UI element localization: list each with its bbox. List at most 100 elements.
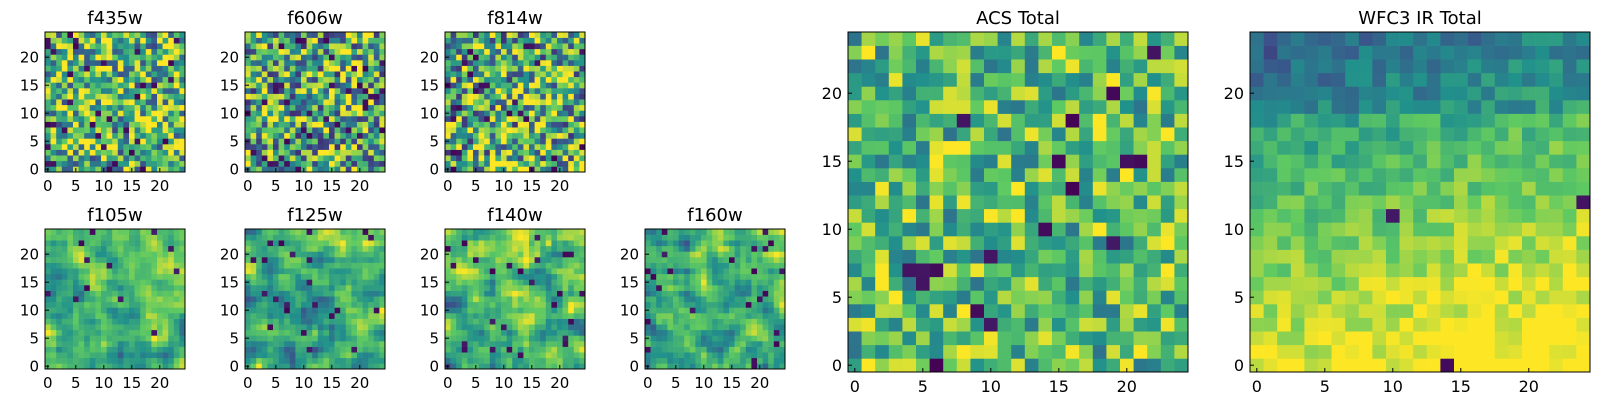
heatmap-cell [162, 273, 169, 280]
heatmap-cell [312, 99, 319, 106]
heatmap-cell [278, 138, 285, 145]
heatmap-cell [145, 234, 152, 241]
heatmap-cell [445, 290, 451, 297]
heatmap-cell [78, 352, 85, 359]
heatmap-cell [329, 262, 335, 269]
heatmap-cell [751, 335, 758, 342]
heatmap-cell [329, 346, 335, 353]
heatmap-cell [997, 195, 1012, 210]
heatmap-cell [478, 341, 485, 347]
heatmap-cell [461, 93, 468, 100]
heatmap-cell [540, 82, 547, 89]
heatmap-cell [768, 273, 775, 280]
heatmap-cell [734, 273, 741, 280]
heatmap-cell [661, 335, 668, 342]
heatmap-cell [540, 257, 547, 263]
heatmap-cell [267, 99, 274, 106]
heatmap-cell [84, 116, 91, 122]
heatmap-cell [357, 279, 363, 286]
heatmap-cell [129, 307, 135, 314]
heatmap-cell [762, 240, 769, 247]
heatmap-cell [278, 251, 285, 258]
heatmap-cell [723, 279, 730, 286]
heatmap-cell [345, 307, 352, 314]
heatmap-cell [673, 307, 679, 314]
heatmap-cell [540, 166, 547, 173]
heatmap-cell [916, 304, 930, 318]
heatmap-cell [529, 155, 535, 162]
heatmap-cell [689, 352, 696, 359]
heatmap-cell [250, 127, 257, 134]
heatmap-cell [95, 307, 102, 314]
heatmap-cell [73, 76, 79, 83]
heatmap-cell [523, 240, 530, 247]
heatmap-cell [261, 32, 268, 38]
heatmap-cell [445, 149, 451, 156]
heatmap-cell [848, 181, 862, 196]
heatmap-cell [916, 222, 930, 237]
heatmap-cell [450, 318, 457, 325]
heatmap-cell [129, 296, 135, 303]
heatmap-cell [306, 160, 313, 167]
heatmap-cell [162, 32, 169, 38]
heatmap-cell [273, 37, 279, 44]
heatmap-cell [50, 268, 57, 275]
heatmap-cell [50, 234, 57, 241]
axes-frame [44, 31, 186, 173]
heatmap-cell [473, 144, 479, 150]
heatmap-cell [751, 273, 758, 280]
heatmap-cell [506, 296, 513, 303]
panel-title: f814w [487, 8, 542, 29]
heatmap-cell [67, 234, 74, 241]
heatmap-cell [1106, 222, 1121, 237]
heatmap-cell [512, 346, 519, 353]
heatmap-cell [140, 99, 147, 106]
heatmap-cell [306, 99, 313, 106]
heatmap-cell [661, 229, 668, 235]
heatmap-cell [473, 155, 479, 162]
heatmap-cell [489, 251, 496, 258]
heatmap-cell [495, 144, 502, 150]
heatmap-cell [351, 76, 358, 83]
heatmap-cell [50, 352, 57, 359]
heatmap-cell [484, 60, 491, 66]
heatmap-cell [573, 121, 580, 128]
heatmap-cell [261, 37, 268, 44]
heatmap-cell [278, 329, 285, 336]
heatmap-cell [179, 268, 186, 275]
heatmap-cell [368, 43, 375, 50]
heatmap-cell [362, 240, 369, 247]
heatmap-cell [250, 71, 257, 78]
heatmap-cell [573, 155, 580, 162]
heatmap-cell [173, 54, 180, 61]
heatmap-cell [501, 341, 507, 347]
heatmap-cell [506, 127, 513, 134]
heatmap-cell [301, 329, 307, 336]
heatmap-cell [689, 296, 696, 303]
heatmap-cell [579, 290, 586, 297]
heatmap-cell [495, 290, 502, 297]
heatmap-cell [450, 104, 457, 111]
heatmap-cell [540, 273, 547, 280]
heatmap-cell [317, 48, 324, 55]
heatmap-cell [1079, 168, 1094, 182]
heatmap-cell [956, 195, 971, 210]
heatmap-cell [540, 357, 547, 364]
heatmap-cell [779, 245, 786, 252]
heatmap-cell [562, 285, 569, 291]
heatmap-cell [151, 43, 158, 50]
heatmap-cell [379, 352, 386, 359]
heatmap-cell [95, 301, 102, 308]
heatmap-cell [50, 329, 57, 336]
heatmap-cell [1011, 208, 1026, 223]
heatmap-cell [551, 240, 558, 247]
heatmap-cell [56, 32, 63, 38]
heatmap-cell [478, 60, 485, 66]
heatmap-cell [712, 318, 719, 325]
heatmap-cell [379, 121, 386, 128]
heatmap-cell [362, 88, 369, 94]
heatmap-cell [273, 155, 279, 162]
heatmap-cell [106, 301, 113, 308]
heatmap-cell [173, 307, 180, 314]
heatmap-cell [73, 352, 79, 359]
